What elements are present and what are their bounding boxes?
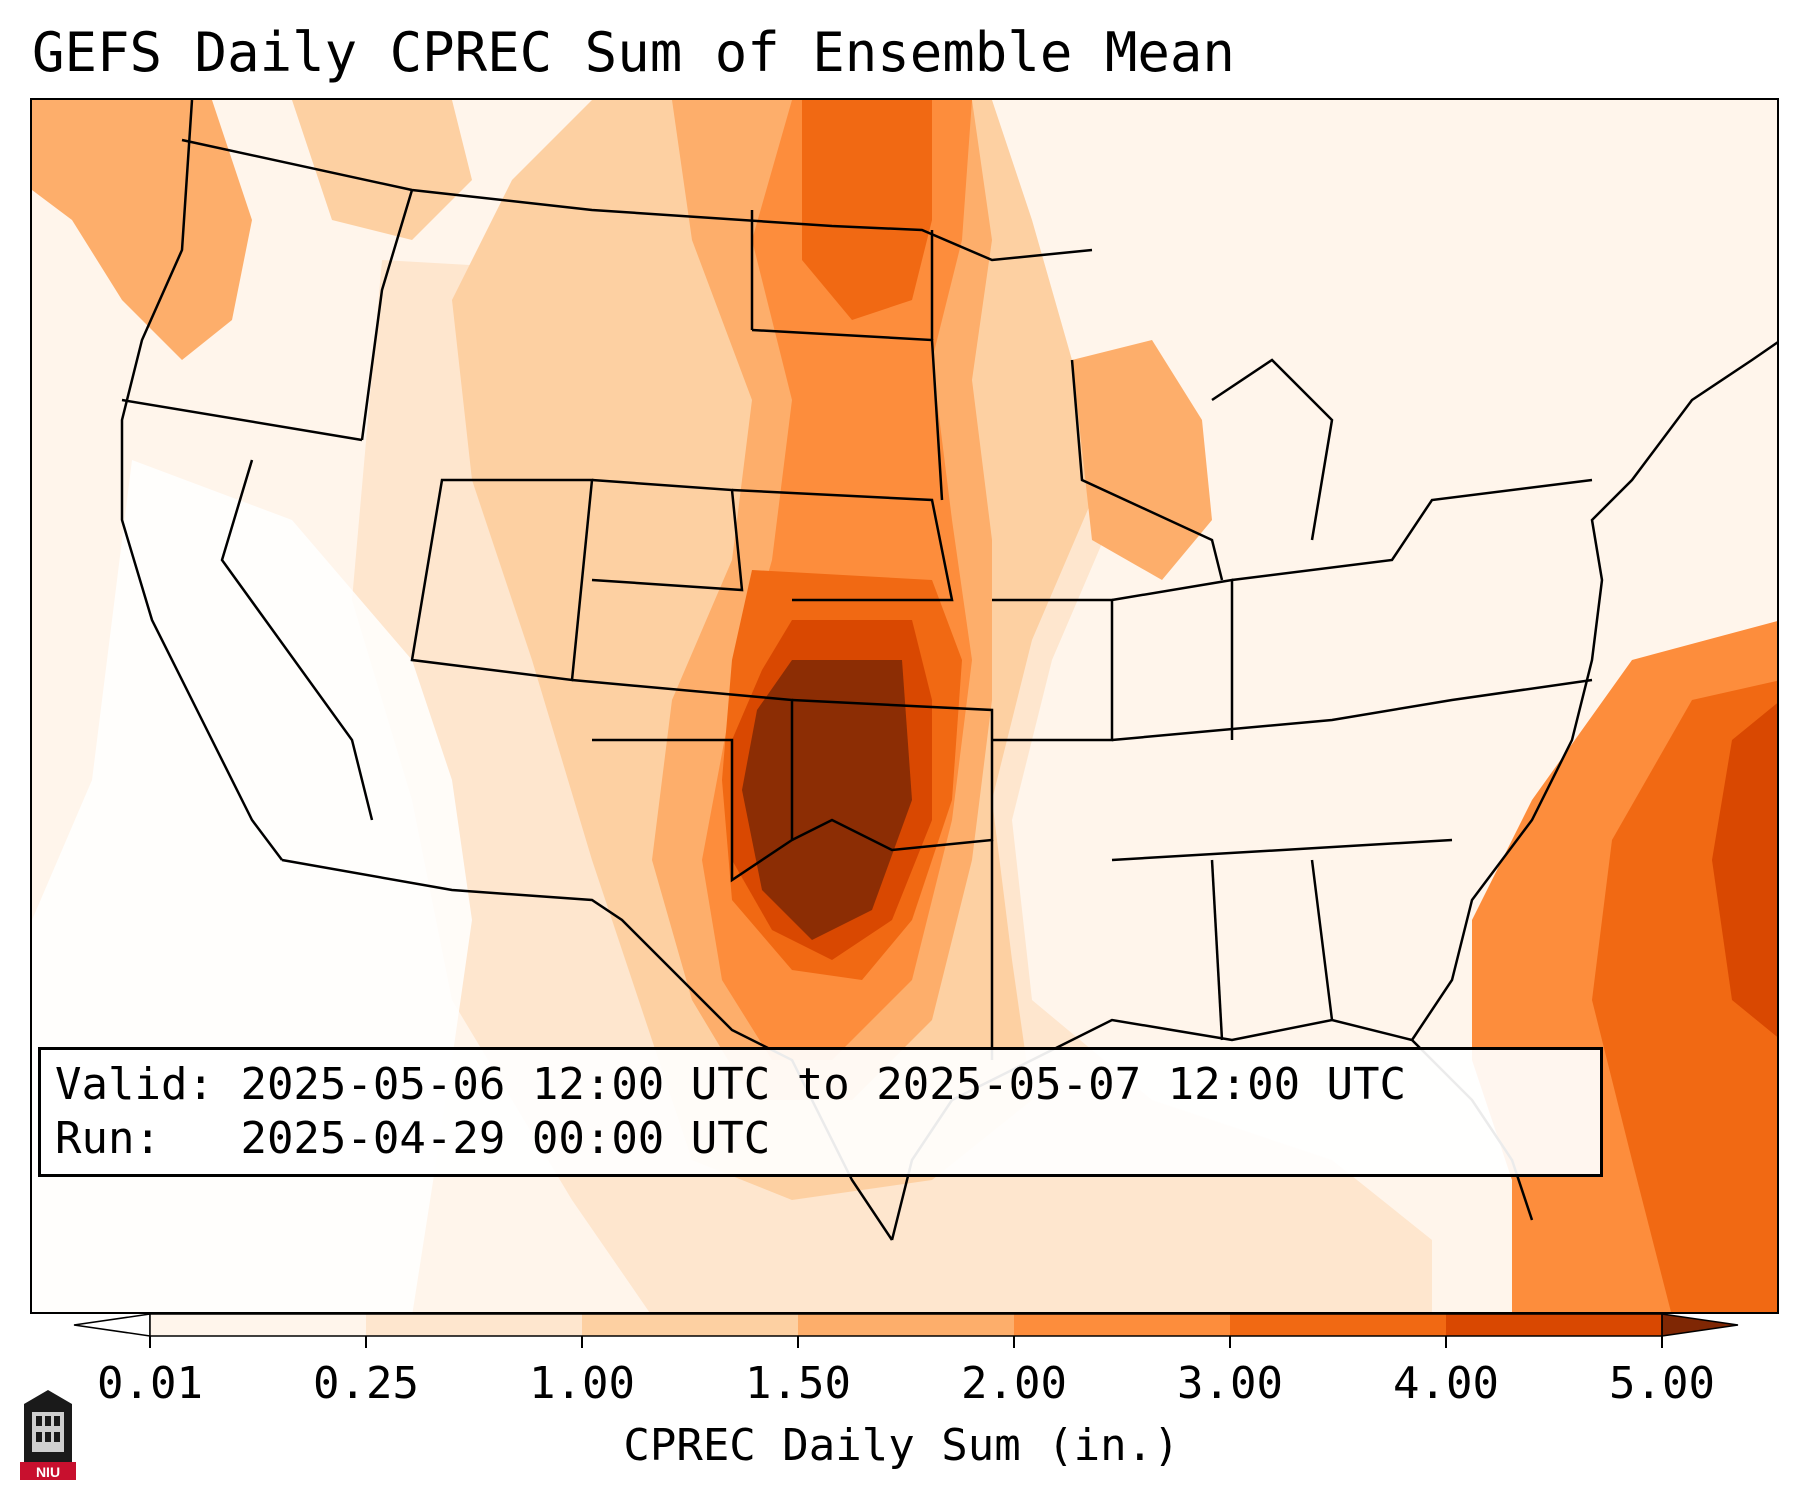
colorbar-tick-label: 5.00 xyxy=(1609,1358,1715,1409)
colorbar-segment xyxy=(150,1314,366,1336)
colorbar-tick-label: 3.00 xyxy=(1177,1358,1283,1409)
colorbar-tick-label: 1.00 xyxy=(529,1358,635,1409)
run-label: Run: xyxy=(55,1113,161,1164)
colorbar-tick-label: 0.25 xyxy=(313,1358,419,1409)
niu-logo: NIU xyxy=(20,1390,76,1480)
colorbar-segment xyxy=(798,1314,1014,1336)
colorbar-over-arrow xyxy=(1661,1313,1739,1337)
colorbar-border xyxy=(149,1313,1663,1337)
valid-text: 2025-05-06 12:00 UTC to 2025-05-07 12:00… xyxy=(240,1059,1407,1110)
colorbar-tick-label: 0.01 xyxy=(97,1358,203,1409)
page-title: GEFS Daily CPREC Sum of Ensemble Mean xyxy=(32,21,1235,84)
info-box: Valid: 2025-05-06 12:00 UTC to 2025-05-0… xyxy=(38,1047,1603,1177)
colorbar-segment xyxy=(1230,1314,1446,1336)
niu-logo-text: NIU xyxy=(36,1464,60,1480)
colorbar-under-arrow xyxy=(73,1313,151,1337)
colorbar-tick-label: 4.00 xyxy=(1393,1358,1499,1409)
colorbar-label: CPREC Daily Sum (in.) xyxy=(623,1420,1180,1471)
colorbar xyxy=(73,1313,1739,1348)
valid-label: Valid: xyxy=(55,1059,214,1110)
colorbar-segment xyxy=(582,1314,798,1336)
colorbar-tick-label: 1.50 xyxy=(745,1358,851,1409)
run-text: 2025-04-29 00:00 UTC xyxy=(240,1113,771,1164)
colorbar-segment xyxy=(366,1314,582,1336)
boundary-lines xyxy=(120,100,1777,1241)
colorbar-segment xyxy=(1446,1314,1662,1336)
colorbar-segment xyxy=(1014,1314,1230,1336)
colorbar-tick-label: 2.00 xyxy=(961,1358,1067,1409)
